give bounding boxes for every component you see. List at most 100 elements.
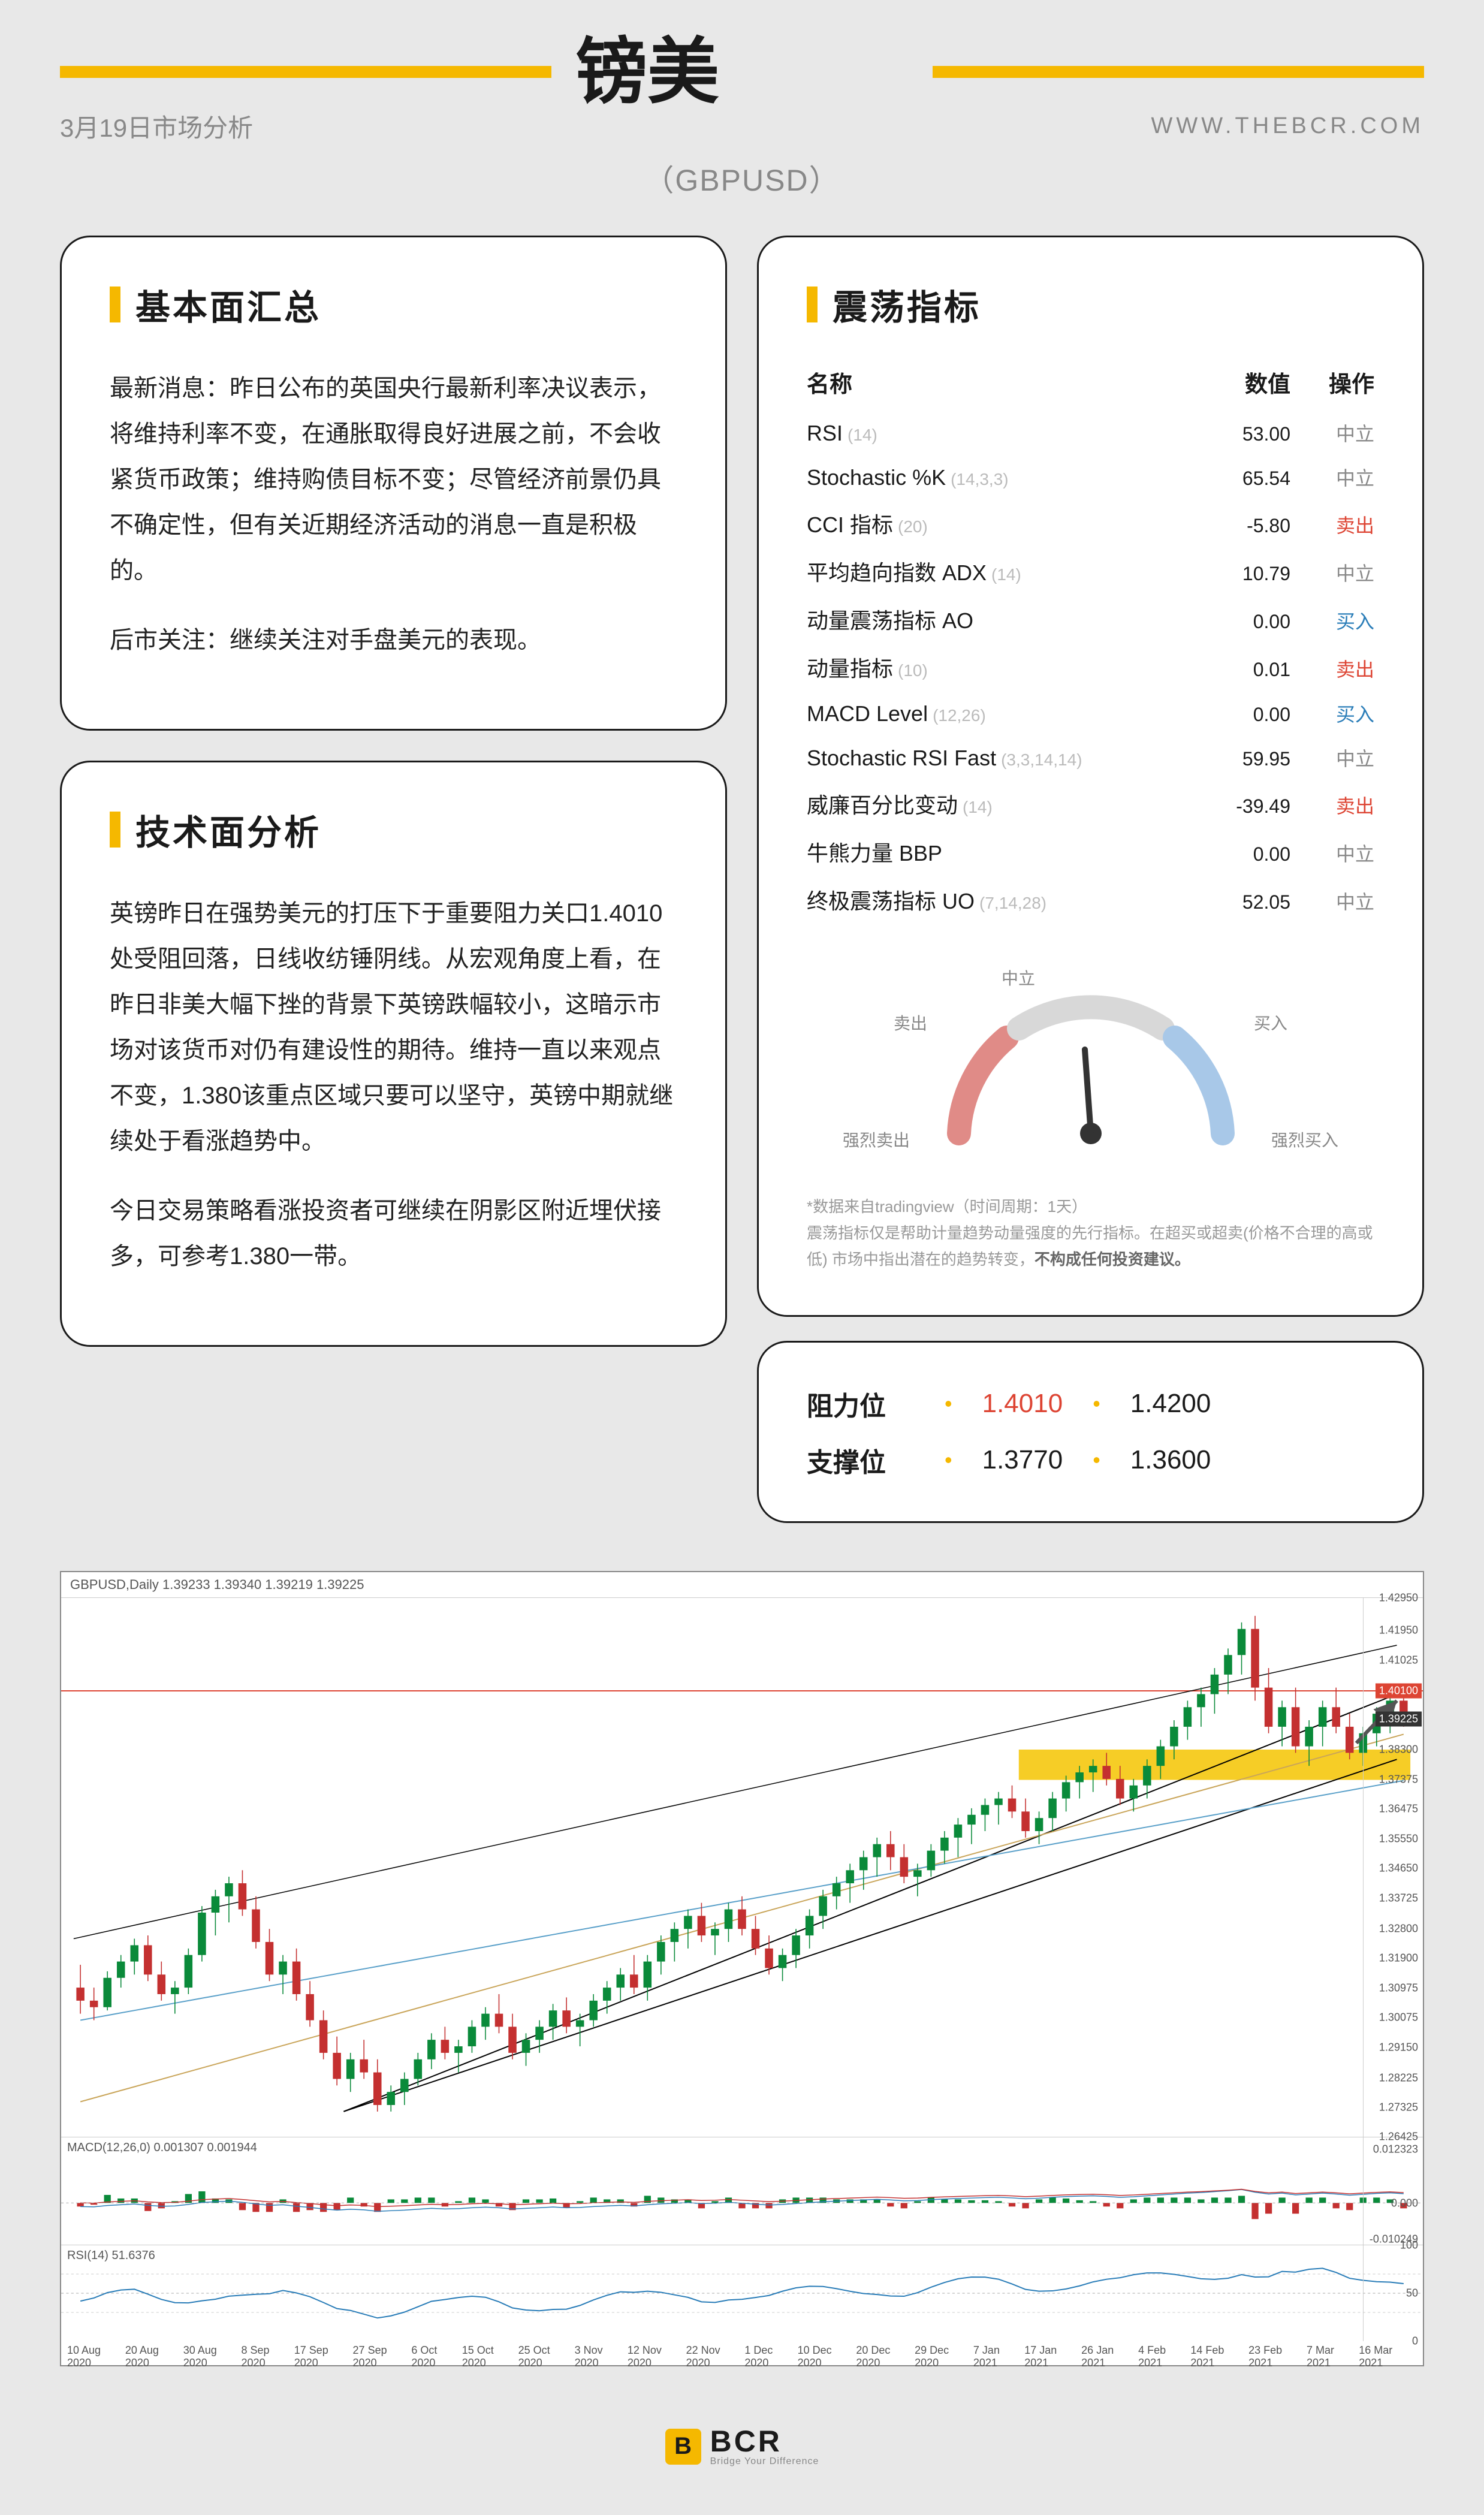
- indicator-value: 53.00: [1183, 423, 1290, 445]
- fundamentals-card: 基本面汇总 最新消息：昨日公布的英国央行最新利率决议表示，将维持利率不变，在通胀…: [60, 236, 727, 731]
- indicator-table-header: 名称 数值 操作: [807, 366, 1374, 411]
- rsi-label: RSI(14) 51.6376: [67, 2249, 155, 2263]
- pair-symbol: （GBPUSD）: [0, 156, 1484, 200]
- indicator-action: 中立: [1290, 744, 1374, 771]
- indicator-value: 0.01: [1183, 659, 1290, 681]
- x-tick: 14 Feb 2021: [1190, 2344, 1248, 2362]
- footer: B BCR Bridge Your Difference: [0, 2390, 1484, 2515]
- x-tick: 16 Mar 2021: [1359, 2344, 1417, 2362]
- x-tick: 7 Jan 2021: [973, 2344, 1024, 2362]
- indicator-value: 0.00: [1183, 704, 1290, 726]
- x-tick: 23 Feb 2021: [1248, 2344, 1307, 2362]
- note-bold: 不构成任何投资建议。: [1034, 1250, 1190, 1268]
- indicator-name: Stochastic %K(14,3,3): [807, 465, 1183, 490]
- bullet-icon: •: [1093, 1448, 1100, 1473]
- indicator-name: 动量震荡指标 AO: [807, 604, 1183, 635]
- indicator-value: 10.79: [1183, 563, 1290, 585]
- x-tick: 10 Aug 2020: [67, 2344, 125, 2362]
- x-tick: 25 Oct 2020: [518, 2344, 575, 2362]
- indicator-action: 买入: [1290, 699, 1374, 727]
- support-v2: 1.3600: [1130, 1445, 1211, 1475]
- bullet-icon: •: [945, 1448, 952, 1473]
- indicator-action: 卖出: [1290, 511, 1374, 538]
- levels-card: 阻力位 • 1.4010 • 1.4200 支撑位 • 1.3770 • 1.3…: [757, 1341, 1424, 1523]
- resistance-v1: 1.4010: [982, 1389, 1063, 1419]
- oscillators-title: 震荡指标: [833, 279, 981, 330]
- resistance-label: 阻力位: [807, 1385, 915, 1423]
- accent-bar-icon: [807, 287, 818, 322]
- indicator-name: 动量指标(10): [807, 652, 1183, 683]
- support-row: 支撑位 • 1.3770 • 1.3600: [807, 1432, 1374, 1488]
- indicator-value: 59.95: [1183, 748, 1290, 770]
- indicator-name: CCI 指标(20): [807, 508, 1183, 539]
- indicator-row: RSI(14) 53.00 中立: [807, 411, 1374, 455]
- x-tick: 7 Mar 2021: [1307, 2344, 1359, 2362]
- x-tick: 27 Sep 2020: [353, 2344, 412, 2362]
- indicator-row: 平均趋向指数 ADX(14) 10.79 中立: [807, 547, 1374, 595]
- sentiment-gauge: 强烈卖出 卖出 中立 买入 强烈买入: [807, 954, 1374, 1169]
- indicator-action: 中立: [1290, 887, 1374, 915]
- col-action: 操作: [1290, 366, 1374, 399]
- x-tick: 26 Jan 2021: [1081, 2344, 1138, 2362]
- gauge-note: *数据来自tradingview（时间周期：1天） 震荡指标仅是帮助计量趋势动量…: [807, 1193, 1374, 1273]
- indicator-value: 0.00: [1183, 843, 1290, 866]
- bullet-icon: •: [1093, 1391, 1100, 1416]
- brand-icon: B: [665, 2429, 701, 2465]
- x-tick: 1 Dec 2020: [744, 2344, 797, 2362]
- technical-card: 技术面分析 英镑昨日在强势美元的打压下于重要阻力关口1.4010处受阻回落，日线…: [60, 761, 727, 1347]
- fundamentals-p2: 后市关注：继续关注对手盘美元的表现。: [110, 617, 677, 663]
- indicator-action: 卖出: [1290, 655, 1374, 682]
- indicator-row: 终极震荡指标 UO(7,14,28) 52.05 中立: [807, 876, 1374, 924]
- indicator-row: 动量指标(10) 0.01 卖出: [807, 643, 1374, 691]
- brand-name: BCR: [710, 2426, 782, 2456]
- indicator-row: 牛熊力量 BBP 0.00 中立: [807, 828, 1374, 876]
- accent-bar-icon: [110, 287, 120, 322]
- indicator-name: 威廉百分比变动(14): [807, 788, 1183, 819]
- indicator-name: 平均趋向指数 ADX(14): [807, 556, 1183, 587]
- resistance-v2: 1.4200: [1130, 1389, 1211, 1419]
- header-accent-bar-right: [933, 66, 1424, 78]
- x-tick: 17 Sep 2020: [294, 2344, 353, 2362]
- chart-main-panel: 1.429501.419501.410251.401001.392251.383…: [61, 1598, 1423, 2137]
- x-tick: 3 Nov 2020: [575, 2344, 628, 2362]
- technical-p1: 英镑昨日在强势美元的打压下于重要阻力关口1.4010处受阻回落，日线收纺锤阴线。…: [110, 891, 677, 1164]
- macd-label: MACD(12,26,0) 0.001307 0.001944: [67, 2141, 257, 2155]
- price-chart: GBPUSD,Daily 1.39233 1.39340 1.39219 1.3…: [60, 1571, 1424, 2366]
- indicator-name: Stochastic RSI Fast(3,3,14,14): [807, 746, 1183, 771]
- col-value: 数值: [1183, 366, 1290, 399]
- accent-bar-icon: [110, 812, 120, 848]
- indicator-value: -5.80: [1183, 515, 1290, 537]
- fundamentals-title: 基本面汇总: [135, 279, 321, 330]
- indicator-row: 动量震荡指标 AO 0.00 买入: [807, 595, 1374, 643]
- indicator-action: 中立: [1290, 839, 1374, 867]
- support-v1: 1.3770: [982, 1445, 1063, 1475]
- x-tick: 6 Oct 2020: [411, 2344, 462, 2362]
- x-tick: 30 Aug 2020: [183, 2344, 242, 2362]
- indicator-action: 中立: [1290, 419, 1374, 447]
- technical-title: 技术面分析: [135, 804, 321, 855]
- indicator-value: 65.54: [1183, 468, 1290, 490]
- indicator-name: RSI(14): [807, 421, 1183, 446]
- header-accent-bar-left: [60, 66, 551, 78]
- col-name: 名称: [807, 366, 1183, 399]
- indicator-name: 牛熊力量 BBP: [807, 836, 1183, 867]
- header: 镑美: [0, 0, 1484, 120]
- page-title: 镑美: [575, 36, 719, 108]
- x-tick: 8 Sep 2020: [242, 2344, 294, 2362]
- x-tick: 20 Aug 2020: [125, 2344, 183, 2362]
- x-tick: 20 Dec 2020: [856, 2344, 915, 2362]
- indicator-row: 威廉百分比变动(14) -39.49 卖出: [807, 780, 1374, 828]
- indicator-action: 买入: [1290, 607, 1374, 634]
- x-tick: 10 Dec 2020: [798, 2344, 856, 2362]
- indicator-row: Stochastic RSI Fast(3,3,14,14) 59.95 中立: [807, 735, 1374, 780]
- chart-x-axis: 10 Aug 202020 Aug 202030 Aug 20208 Sep 2…: [61, 2341, 1423, 2365]
- resistance-row: 阻力位 • 1.4010 • 1.4200: [807, 1376, 1374, 1432]
- technical-p2: 今日交易策略看涨投资者可继续在阴影区附近埋伏接多，可参考1.380一带。: [110, 1188, 677, 1279]
- chart-macd-panel: MACD(12,26,0) 0.001307 0.001944 0.012323…: [61, 2137, 1423, 2245]
- x-tick: 22 Nov 2020: [686, 2344, 745, 2362]
- indicator-action: 中立: [1290, 463, 1374, 491]
- x-tick: 17 Jan 2021: [1024, 2344, 1081, 2362]
- indicator-action: 中立: [1290, 559, 1374, 586]
- indicator-row: MACD Level(12,26) 0.00 买入: [807, 691, 1374, 735]
- oscillators-card: 震荡指标 名称 数值 操作 RSI(14) 53.00 中立 Stochasti…: [757, 236, 1424, 1317]
